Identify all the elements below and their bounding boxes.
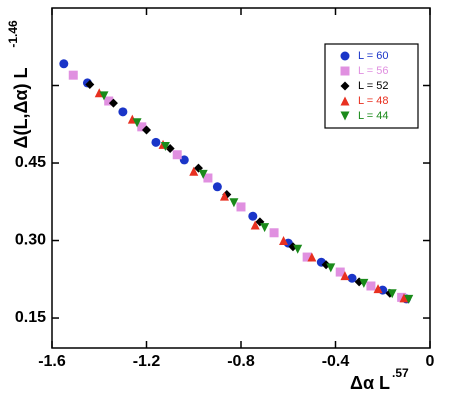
y-tick-label: 0.15 [15, 309, 46, 326]
point [179, 155, 189, 165]
point [399, 293, 409, 303]
point [366, 281, 376, 291]
point [373, 284, 383, 294]
point [118, 107, 128, 117]
point [387, 289, 397, 299]
y-tick-label: 0.45 [15, 154, 46, 171]
point [151, 137, 161, 147]
x-tick-label: -0.8 [227, 353, 255, 370]
x-axis-label: Δα L [350, 373, 390, 393]
legend-label: L = 56 [358, 65, 388, 77]
point [165, 144, 175, 154]
point [279, 236, 289, 246]
point [212, 182, 222, 192]
point [142, 125, 151, 135]
legend-marker [340, 96, 350, 106]
point [160, 141, 170, 151]
legend-label: L = 60 [358, 50, 388, 62]
point [404, 294, 414, 304]
point [137, 122, 147, 132]
point [59, 59, 69, 69]
point [397, 292, 407, 302]
point [359, 278, 369, 288]
y-axis-label: Δ(L,Δα) L [11, 68, 31, 149]
point [236, 202, 246, 212]
point [307, 252, 317, 262]
x-axis-exponent: .57 [392, 366, 409, 380]
point [108, 98, 118, 108]
legend-marker [340, 81, 350, 91]
point [203, 173, 213, 183]
point [248, 211, 258, 221]
point [189, 166, 199, 176]
point [302, 252, 312, 262]
legend-label: L = 48 [358, 95, 388, 107]
legend-label: L = 52 [358, 80, 388, 92]
point [85, 79, 95, 89]
x-tick-label: -0.4 [322, 353, 350, 370]
point [198, 169, 208, 179]
point [104, 96, 114, 106]
point [347, 273, 357, 283]
legend-marker [340, 66, 350, 76]
point [293, 244, 303, 254]
legend-marker [340, 111, 350, 121]
x-tick-label: -1.6 [38, 353, 66, 370]
point [326, 263, 336, 273]
point [172, 150, 182, 160]
point [132, 118, 142, 128]
point [68, 70, 78, 80]
y-axis-exponent: -1.46 [6, 20, 20, 48]
point [99, 91, 109, 101]
x-tick-label: -1.2 [133, 353, 161, 370]
point [260, 223, 270, 233]
point [340, 271, 350, 281]
x-tick-label: 0 [426, 353, 435, 370]
point [269, 228, 279, 238]
point [219, 191, 229, 201]
point [250, 220, 260, 230]
legend-marker [340, 51, 350, 61]
point [229, 198, 239, 208]
y-tick-label: 0.30 [15, 232, 46, 249]
point [335, 267, 345, 277]
point [288, 242, 298, 252]
legend-label: L = 44 [358, 110, 388, 122]
